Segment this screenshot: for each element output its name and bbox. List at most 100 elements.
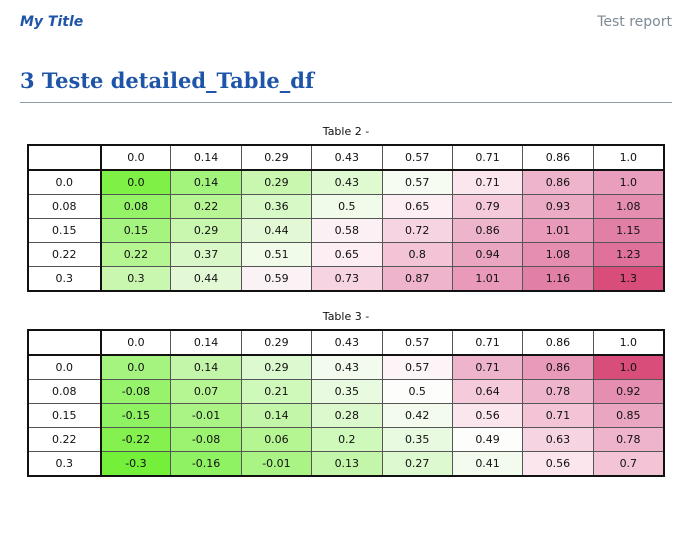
table-cell: 0.57 <box>381 354 453 380</box>
table-cell: 0.71 <box>451 354 524 380</box>
table-cell: 1.08 <box>522 242 594 267</box>
table-cell: 0.14 <box>170 354 242 380</box>
table-cell: 1.3 <box>592 266 665 291</box>
table-cell: 0.07 <box>170 379 242 404</box>
column-header: 0.57 <box>381 145 453 171</box>
table-cell: 0.59 <box>240 266 313 291</box>
table-cell: 0.43 <box>311 169 383 195</box>
table-cell: 1.23 <box>592 242 665 267</box>
table-cell: 0.14 <box>240 403 313 428</box>
table-cell: 0.5 <box>381 379 453 404</box>
row-header: 0.22 <box>28 242 102 267</box>
table-cell: 0.13 <box>311 451 383 476</box>
table-cell: 1.16 <box>522 266 594 291</box>
table-cell: 0.49 <box>451 427 524 452</box>
table-cell: 0.22 <box>170 194 242 219</box>
table-cell: 0.29 <box>170 218 242 243</box>
table-row: 0.22 -0.22 -0.08 0.06 0.2 0.35 0.49 0.63 0.78 <box>28 427 665 452</box>
table-cell: 0.71 <box>451 169 524 195</box>
table-cell: 0.64 <box>451 379 524 404</box>
table-row: 0.3 -0.3 -0.16 -0.01 0.13 0.27 0.41 0.56 0.7 <box>28 451 665 476</box>
table-header-row: 0.0 0.14 0.29 0.43 0.57 0.71 0.86 1.0 <box>28 145 665 171</box>
table-cell: 0.78 <box>522 379 594 404</box>
table-cell: 0.22 <box>99 242 172 267</box>
row-header: 0.0 <box>28 169 102 195</box>
table-cell: 0.35 <box>311 379 383 404</box>
table-cell: 0.8 <box>381 242 453 267</box>
table-row: 0.15 0.15 0.29 0.44 0.58 0.72 0.86 1.01 1.15 <box>28 218 665 243</box>
table-3-caption: Table 3 - <box>322 310 370 323</box>
table-cell: 0.86 <box>451 218 524 243</box>
table-cell: -0.15 <box>99 403 172 428</box>
table-cell: 0.56 <box>451 403 524 428</box>
table-cell: -0.01 <box>240 451 313 476</box>
table-cell: 1.0 <box>592 169 665 195</box>
table-2-caption: Table 2 - <box>322 125 370 138</box>
column-header: 1.0 <box>592 145 665 171</box>
row-header: 0.15 <box>28 218 102 243</box>
row-header: 0.22 <box>28 427 102 452</box>
heading-rule <box>20 102 672 103</box>
page-header: My Title Test report <box>20 14 672 34</box>
table-cell: -0.16 <box>170 451 242 476</box>
table-cell: 0.56 <box>522 451 594 476</box>
column-header: 0.0 <box>99 145 172 171</box>
table-cell: 0.44 <box>240 218 313 243</box>
column-header: 0.43 <box>311 330 383 356</box>
table-cell: -0.01 <box>170 403 242 428</box>
table-cell: 0.15 <box>99 218 172 243</box>
table-cell: 0.0 <box>99 169 172 195</box>
table-cell: -0.3 <box>99 451 172 476</box>
table-cell: -0.08 <box>99 379 172 404</box>
table-cell: 0.06 <box>240 427 313 452</box>
document-title: My Title <box>20 14 84 30</box>
table-cell: 0.35 <box>381 427 453 452</box>
column-header: 1.0 <box>592 330 665 356</box>
table-cell: 0.94 <box>451 242 524 267</box>
table-cell: 0.36 <box>240 194 313 219</box>
table-cell: 0.51 <box>240 242 313 267</box>
table-cell: 0.5 <box>311 194 383 219</box>
table-cell: 0.86 <box>522 169 594 195</box>
table-cell: 0.41 <box>451 451 524 476</box>
column-header: 0.43 <box>311 145 383 171</box>
table-cell: 0.92 <box>592 379 665 404</box>
table-cell: 1.01 <box>451 266 524 291</box>
table-cell: 0.43 <box>311 354 383 380</box>
column-header: 0.0 <box>99 330 172 356</box>
column-header: 0.71 <box>451 145 524 171</box>
table-cell: 0.85 <box>592 403 665 428</box>
column-header: 0.86 <box>522 145 594 171</box>
table-row: 0.0 0.0 0.14 0.29 0.43 0.57 0.71 0.86 1.0 <box>28 169 665 195</box>
table-cell: 0.79 <box>451 194 524 219</box>
table-cell: 0.93 <box>522 194 594 219</box>
table-cell: 0.2 <box>311 427 383 452</box>
column-header: 0.86 <box>522 330 594 356</box>
table-corner-cell <box>28 330 102 356</box>
table-cell: 0.29 <box>240 354 313 380</box>
table-cell: 0.42 <box>381 403 453 428</box>
table-cell: 0.65 <box>381 194 453 219</box>
column-header: 0.14 <box>170 330 242 356</box>
table-cell: 0.21 <box>240 379 313 404</box>
row-header: 0.08 <box>28 194 102 219</box>
table-cell: 0.29 <box>240 169 313 195</box>
table-cell: 0.78 <box>592 427 665 452</box>
table-cell: -0.22 <box>99 427 172 452</box>
table-corner-cell <box>28 145 102 171</box>
table-header-row: 0.0 0.14 0.29 0.43 0.57 0.71 0.86 1.0 <box>28 330 665 356</box>
table-cell: 0.14 <box>170 169 242 195</box>
table-row: 0.0 0.0 0.14 0.29 0.43 0.57 0.71 0.86 1.0 <box>28 354 665 380</box>
row-header: 0.3 <box>28 451 102 476</box>
table-cell: -0.08 <box>170 427 242 452</box>
column-header: 0.29 <box>240 330 313 356</box>
column-header: 0.14 <box>170 145 242 171</box>
table-2: 0.0 0.14 0.29 0.43 0.57 0.71 0.86 1.0 0.0 0.0 0.14… <box>27 144 665 292</box>
table-3: 0.0 0.14 0.29 0.43 0.57 0.71 0.86 1.0 0.0 0.0 0.14… <box>27 329 665 477</box>
row-header: 0.3 <box>28 266 102 291</box>
table-cell: 0.87 <box>381 266 453 291</box>
row-header: 0.0 <box>28 354 102 380</box>
table-row: 0.08 -0.08 0.07 0.21 0.35 0.5 0.64 0.78 0.92 <box>28 379 665 404</box>
table-cell: 0.72 <box>381 218 453 243</box>
report-label: Test report <box>597 14 672 30</box>
